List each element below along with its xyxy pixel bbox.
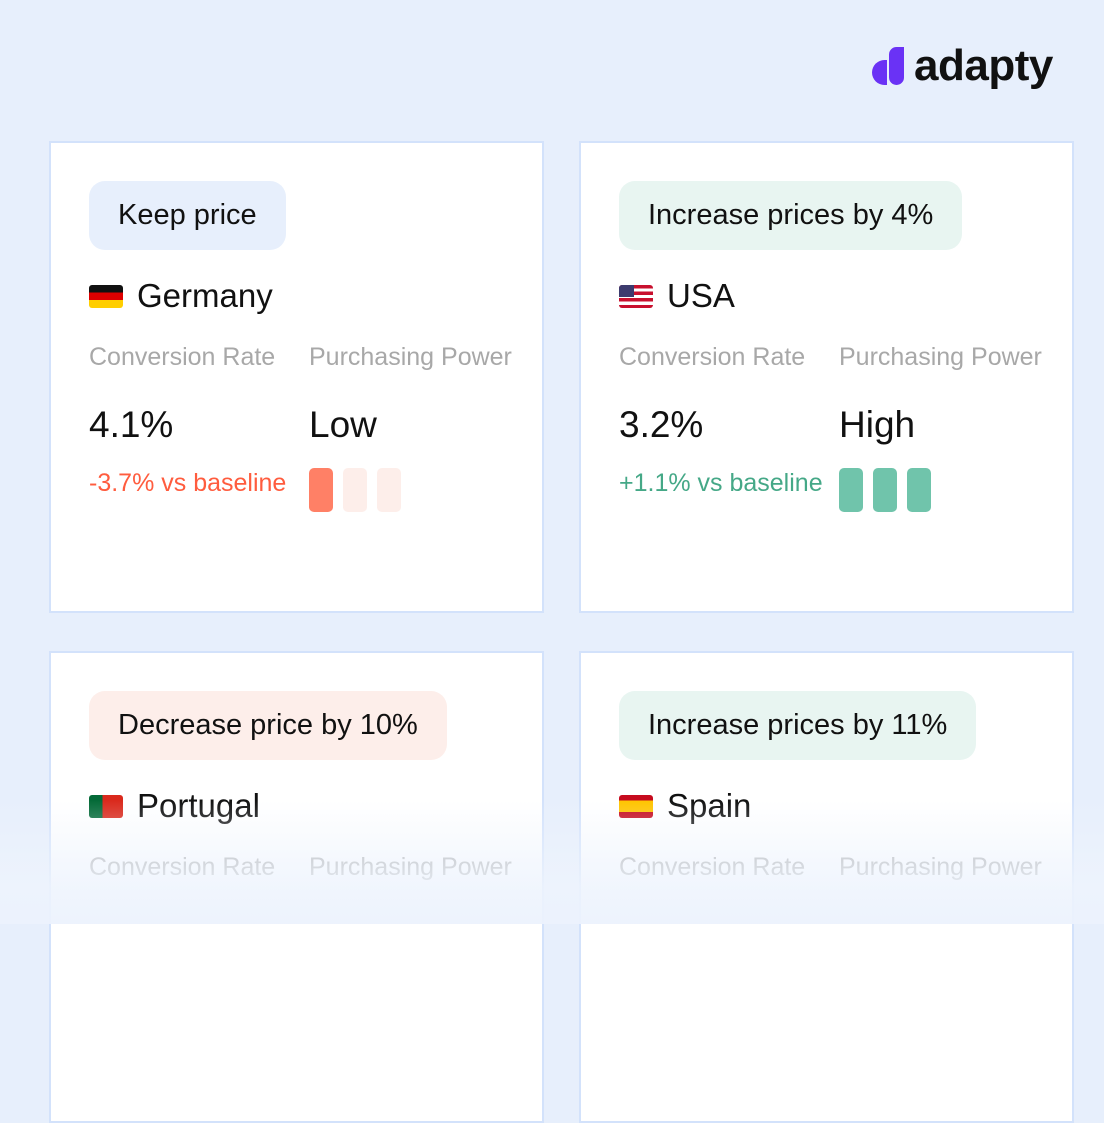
purchasing-power-value: High xyxy=(839,404,916,445)
purchasing-power-value: Low xyxy=(309,404,377,445)
flag-usa-icon xyxy=(619,284,653,308)
logo-text: adapty xyxy=(914,41,1053,90)
adapty-logo: adapty xyxy=(872,44,1053,88)
power-bar xyxy=(309,468,333,512)
country-name: USA xyxy=(667,277,735,314)
purchasing-power-label: Purchasing Power xyxy=(309,853,512,881)
power-bar xyxy=(873,468,897,512)
purchasing-power-label: Purchasing Power xyxy=(839,343,1042,371)
country-name: Germany xyxy=(137,277,273,314)
conversion-rate-label: Conversion Rate xyxy=(89,853,276,881)
recommendation-badge: Increase prices by 4% xyxy=(619,181,963,250)
purchasing-power-meter xyxy=(309,468,529,512)
power-bar xyxy=(377,468,401,512)
flag-portugal-icon xyxy=(89,794,123,818)
conversion-rate-value: 4.1% xyxy=(89,404,174,445)
purchasing-power-label: Purchasing Power xyxy=(309,343,512,371)
country-card: Keep price Germany Conversion Rate 4.1% -… xyxy=(49,141,544,613)
purchasing-power-label: Purchasing Power xyxy=(839,853,1042,881)
power-bar xyxy=(839,468,863,512)
conversion-rate-value: 3.2% xyxy=(619,404,704,445)
recommendation-badge: Increase prices by 11% xyxy=(619,691,977,760)
country-card: Increase prices by 4% USA Conversion Rat… xyxy=(579,141,1074,613)
recommendation-badge: Decrease price by 10% xyxy=(89,691,447,760)
conversion-rate-label: Conversion Rate xyxy=(619,343,806,371)
power-bar xyxy=(907,468,931,512)
purchasing-power-meter xyxy=(839,468,1059,512)
adapty-logo-icon xyxy=(872,47,904,85)
country-name: Portugal xyxy=(137,787,260,824)
recommendation-badge: Keep price xyxy=(89,181,286,250)
power-bar xyxy=(343,468,367,512)
country-card: Increase prices by 11% Spain Conversion … xyxy=(579,651,1074,1123)
baseline-delta: -3.7% vs baseline xyxy=(89,469,287,497)
conversion-rate-label: Conversion Rate xyxy=(89,343,276,371)
country-name: Spain xyxy=(667,787,752,824)
conversion-rate-label: Conversion Rate xyxy=(619,853,806,881)
flag-spain-icon xyxy=(619,794,653,818)
baseline-delta: +1.1% vs baseline xyxy=(619,469,823,497)
flag-germany-icon xyxy=(89,284,123,308)
country-card: Decrease price by 10% Portugal Conversio… xyxy=(49,651,544,1123)
